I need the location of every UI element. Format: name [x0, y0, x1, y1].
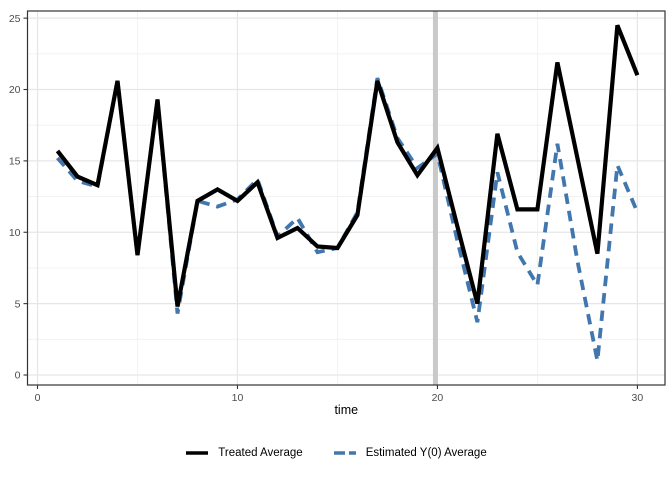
treated-line-key-icon	[186, 451, 209, 455]
svg-text:5: 5	[15, 298, 21, 310]
svg-text:0: 0	[35, 392, 41, 404]
svg-text:0: 0	[15, 370, 21, 382]
svg-text:15: 15	[9, 156, 21, 168]
svg-text:30: 30	[632, 392, 644, 404]
legend-label-treated: Treated Average	[218, 447, 303, 459]
svg-text:10: 10	[232, 392, 244, 404]
svg-text:20: 20	[9, 84, 21, 96]
legend-label-estimated: Estimated Y(0) Average	[365, 447, 487, 459]
panel-border	[26, 10, 666, 386]
panel-background	[27, 11, 665, 385]
legend-item-treated: Treated Average	[185, 446, 303, 460]
minor-gridlines	[27, 11, 665, 385]
line-chart-svg: 0 10 20 30 0 5 10 15 20 25 time	[9, 10, 666, 417]
estimated-line-key-icon	[333, 451, 356, 455]
svg-text:25: 25	[9, 13, 21, 25]
x-axis-title: time	[334, 403, 358, 417]
legend-item-estimated: Estimated Y(0) Average	[333, 446, 487, 460]
chart-legend: Treated Average Estimated Y(0) Average	[0, 446, 672, 460]
svg-text:10: 10	[9, 227, 21, 239]
x-axis-tick-labels: 0 10 20 30	[35, 392, 644, 404]
series-line-treated-average	[55, 24, 640, 307]
axis-tick-marks	[23, 17, 638, 389]
svg-text:20: 20	[432, 392, 444, 404]
y-axis-tick-labels: 0 5 10 15 20 25	[9, 13, 21, 382]
